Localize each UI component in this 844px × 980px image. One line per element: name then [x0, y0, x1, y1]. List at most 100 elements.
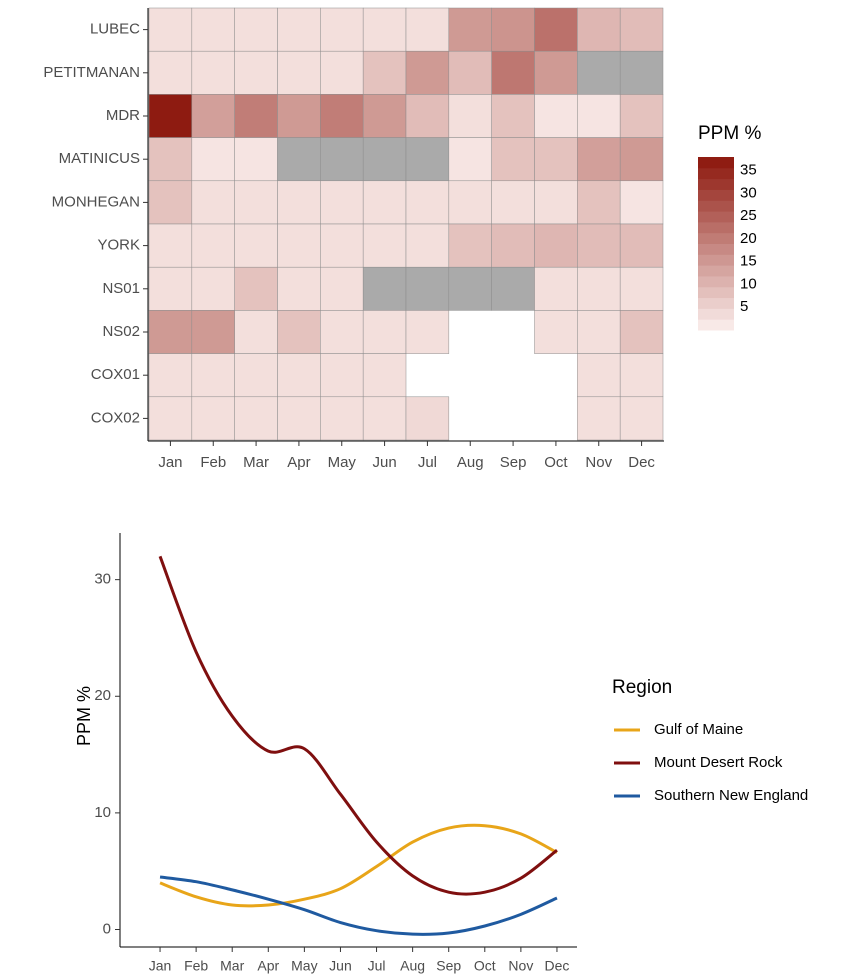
- y-tick-label: NS02: [102, 323, 140, 340]
- heatmap-cell: [362, 180, 407, 225]
- x-tick-label: Feb: [184, 958, 208, 974]
- heatmap-cell: [320, 50, 364, 95]
- colorbar-step: [698, 178, 734, 190]
- y-tick-label: 20: [94, 687, 111, 704]
- y-tick-label: COX01: [91, 366, 140, 383]
- heatmap-cell: [405, 180, 450, 225]
- x-tick-label: Dec: [628, 454, 655, 471]
- heatmap-cell: [191, 223, 235, 268]
- heatmap-cell: [234, 353, 278, 398]
- y-tick-label: YORK: [97, 237, 140, 254]
- heatmap-cell: [577, 50, 621, 95]
- y-axis-label: PPM %: [74, 686, 94, 746]
- heatmap-cell: [534, 94, 578, 138]
- legend-label: Mount Desert Rock: [654, 754, 783, 771]
- heatmap-cell: [577, 266, 621, 311]
- heatmap-cell: [191, 50, 235, 95]
- heatmap-cell: [448, 266, 492, 311]
- x-tick-label: Dec: [545, 958, 570, 974]
- heatmap-cell: [277, 7, 321, 52]
- x-tick-label: Sep: [436, 958, 461, 974]
- x-tick-label: Jun: [372, 454, 396, 471]
- line: [158, 555, 558, 896]
- y-tick-label: 0: [103, 920, 111, 937]
- heatmap-cell: [362, 266, 407, 311]
- heatmap-cell: [362, 7, 407, 52]
- legend-tick-label: 20: [740, 230, 757, 247]
- x-tick-label: Apr: [257, 958, 279, 974]
- legend-label: Gulf of Maine: [654, 721, 743, 738]
- heatmap-cell: [234, 266, 278, 311]
- colorbar-step: [698, 319, 734, 331]
- heatmap-cell: [577, 310, 621, 354]
- heatmap-cell: [362, 94, 407, 138]
- colorbar-step: [698, 232, 734, 244]
- heatmap-cell: [191, 353, 235, 398]
- heatmap-cell: [148, 310, 193, 354]
- heatmap-cell: [277, 310, 321, 354]
- x-tick-label: Nov: [508, 958, 533, 974]
- heatmap-cell: [191, 310, 235, 354]
- heatmap-cell: [362, 353, 407, 398]
- colorbar-step: [698, 200, 734, 212]
- line: [159, 823, 558, 908]
- y-tick-label: 30: [94, 571, 111, 588]
- heatmap-cell: [320, 180, 364, 225]
- legend-tick-label: 35: [740, 162, 757, 179]
- heatmap-cell: [534, 50, 578, 95]
- legend-tick-label: 5: [740, 298, 748, 315]
- heatmap-cell: [534, 310, 578, 354]
- heatmap-cell: [148, 266, 193, 311]
- legend-tick-label: 10: [740, 275, 757, 292]
- heatmap-cell: [362, 137, 407, 182]
- x-tick-label: Oct: [544, 454, 568, 471]
- heatmap-cell: [362, 223, 407, 268]
- heatmap-cell: [491, 180, 535, 225]
- heatmap-cell: [619, 50, 664, 95]
- heatmap-cell: [405, 7, 450, 52]
- x-tick-label: Oct: [474, 958, 496, 974]
- heatmap-cell: [320, 266, 364, 311]
- y-tick-label: NS01: [102, 280, 140, 297]
- heatmap-cell: [191, 94, 235, 138]
- heatmap-cell: [448, 50, 492, 95]
- heatmap-cell: [405, 396, 450, 441]
- heatmap-cell: [577, 7, 621, 52]
- heatmap-cell: [491, 223, 535, 268]
- heatmap-cell: [320, 7, 364, 52]
- y-tick-label: LUBEC: [90, 21, 140, 38]
- heatmap-cell: [405, 223, 450, 268]
- heatmap-cell: [491, 7, 535, 52]
- colorbar-step: [698, 286, 734, 299]
- heatmap-cell: [577, 137, 621, 182]
- heatmap-cell: [320, 137, 364, 182]
- y-tick-label: PETITMANAN: [43, 64, 140, 81]
- heatmap-cell: [534, 180, 578, 225]
- x-tick-label: Aug: [400, 958, 425, 974]
- legend-tick-label: 30: [740, 184, 757, 201]
- heatmap-cell: [277, 137, 321, 182]
- heatmap-cell: [277, 180, 321, 225]
- y-tick-label: COX02: [91, 409, 140, 426]
- heatmap-cell: [148, 353, 193, 398]
- colorbar-step: [698, 275, 734, 288]
- heatmap-cell: [191, 266, 235, 311]
- colorbar-step: [698, 211, 734, 223]
- heatmap-cell: [277, 223, 321, 268]
- heatmap-cell: [320, 310, 364, 354]
- x-tick-label: May: [291, 958, 317, 974]
- heatmap-cell: [619, 266, 664, 311]
- heatmap-cell: [320, 396, 364, 441]
- heatmap-cell: [534, 266, 578, 311]
- heatmap-cell: [148, 180, 193, 225]
- y-tick-label: MDR: [106, 107, 140, 124]
- heatmap-cell: [148, 396, 193, 441]
- heatmap-cell: [405, 266, 450, 311]
- x-tick-label: Jul: [418, 454, 437, 471]
- colorbar-step: [698, 157, 734, 169]
- heatmap-cell: [448, 137, 492, 182]
- heatmap-cell: [619, 137, 664, 182]
- heatmap-cell: [191, 7, 235, 52]
- heatmap-cell: [191, 396, 235, 441]
